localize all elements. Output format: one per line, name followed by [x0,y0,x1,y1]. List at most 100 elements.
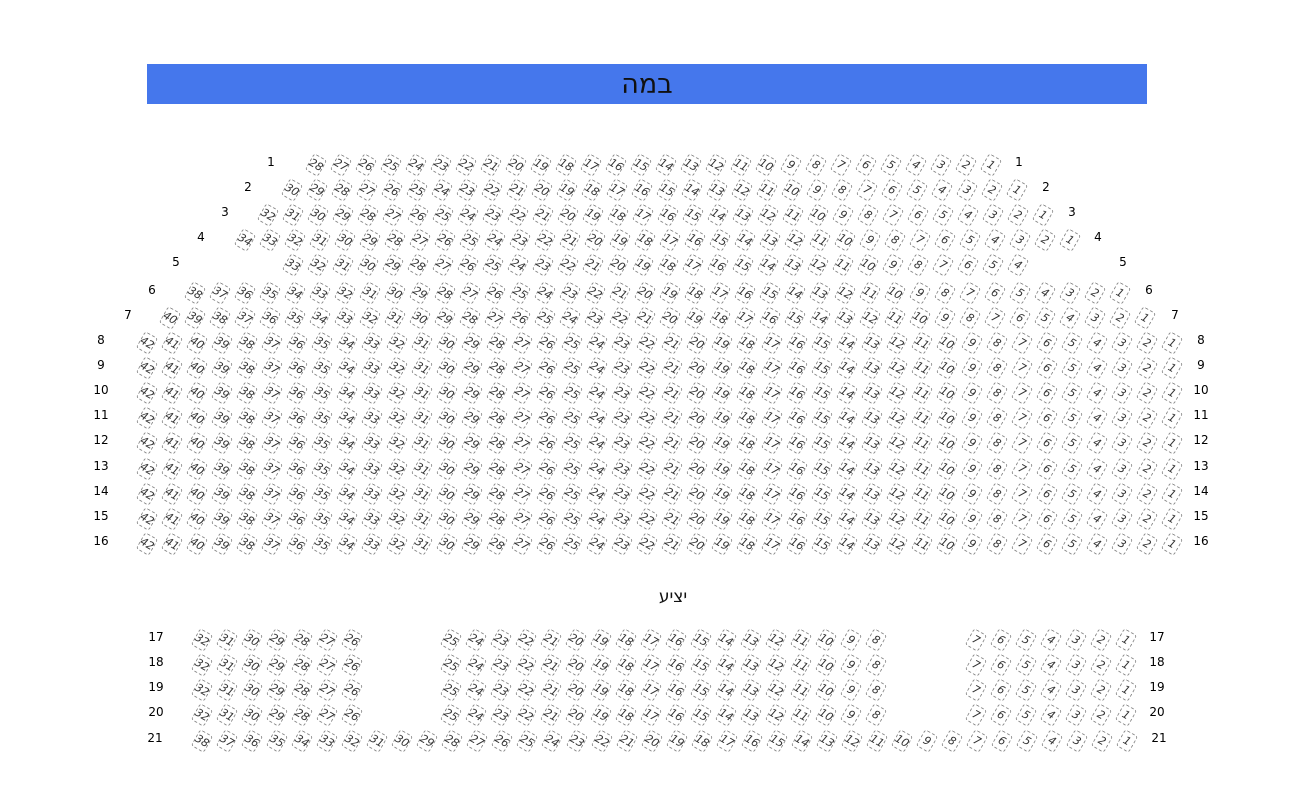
seat[interactable]: 37 [260,381,284,406]
seat[interactable]: 36 [285,531,309,556]
seat[interactable]: 10 [814,703,838,727]
seat[interactable]: 38 [235,531,259,556]
seat[interactable]: 22 [514,628,538,652]
seat[interactable]: 8 [940,729,964,753]
seat[interactable]: 9 [960,381,984,406]
seat[interactable]: 11 [883,306,907,330]
seat[interactable]: 22 [583,281,607,305]
seat[interactable]: 29 [460,481,484,506]
seat[interactable]: 5 [958,228,982,252]
seat[interactable]: 18 [708,306,732,330]
seat[interactable]: 4 [1039,678,1063,702]
seat[interactable]: 25 [431,203,455,227]
seat[interactable]: 5 [1014,628,1038,652]
seat[interactable]: 37 [208,281,232,305]
seat[interactable]: 31 [410,356,434,381]
seat[interactable]: 24 [404,153,428,177]
seat[interactable]: 4 [1085,356,1109,381]
seat[interactable]: 23 [610,331,634,355]
seat[interactable]: 26 [535,506,559,531]
seat[interactable]: 25 [439,678,463,702]
seat[interactable]: 42 [135,506,159,531]
seat[interactable]: 3 [1110,506,1134,531]
seat[interactable]: 31 [215,703,239,727]
seat[interactable]: 11 [910,531,934,556]
seat[interactable]: 6 [983,281,1007,305]
seat[interactable]: 26 [535,456,559,481]
seat[interactable]: 15 [655,178,679,202]
seat[interactable]: 10 [814,678,838,702]
seat[interactable]: 34 [335,356,359,381]
seat[interactable]: 29 [381,253,405,277]
seat[interactable]: 22 [635,481,659,506]
seat[interactable]: 17 [760,406,784,431]
seat[interactable]: 13 [833,306,857,330]
seat[interactable]: 4 [1085,456,1109,481]
seat[interactable]: 27 [510,406,534,431]
seat[interactable]: 9 [960,356,984,381]
seat[interactable]: 25 [560,506,584,531]
seat[interactable]: 4 [956,203,980,227]
seat[interactable]: 27 [510,456,534,481]
seat[interactable]: 12 [885,481,909,506]
seat[interactable]: 25 [379,153,403,177]
seat[interactable]: 38 [235,331,259,355]
seat[interactable]: 34 [335,456,359,481]
seat[interactable]: 30 [240,653,264,677]
seat[interactable]: 28 [290,703,314,727]
seat[interactable]: 14 [835,406,859,431]
seat[interactable]: 23 [489,703,513,727]
seat[interactable]: 22 [506,203,530,227]
seat[interactable]: 7 [964,628,988,652]
seat[interactable]: 1 [1160,481,1184,506]
seat[interactable]: 25 [439,628,463,652]
seat[interactable]: 24 [585,431,609,456]
seat[interactable]: 2 [1089,628,1113,652]
seat[interactable]: 26 [535,356,559,381]
seat[interactable]: 23 [531,253,555,277]
seat[interactable]: 3 [1064,678,1088,702]
seat[interactable]: 21 [660,456,684,481]
seat[interactable]: 36 [285,456,309,481]
seat[interactable]: 11 [910,331,934,355]
seat[interactable]: 28 [304,153,328,177]
seat[interactable]: 41 [160,406,184,431]
seat[interactable]: 17 [639,653,663,677]
seat[interactable]: 27 [510,531,534,556]
seat[interactable]: 13 [758,228,782,252]
seat[interactable]: 1 [1160,381,1184,406]
seat[interactable]: 28 [356,203,380,227]
seat[interactable]: 10 [814,628,838,652]
seat[interactable]: 3 [1058,281,1082,305]
seat[interactable]: 12 [885,456,909,481]
seat[interactable]: 15 [810,431,834,456]
seat[interactable]: 5 [1060,481,1084,506]
seat[interactable]: 13 [815,729,839,753]
seat[interactable]: 32 [358,306,382,330]
seat[interactable]: 3 [1110,381,1134,406]
seat[interactable]: 34 [283,281,307,305]
seat[interactable]: 17 [760,481,784,506]
seat[interactable]: 19 [710,381,734,406]
seat[interactable]: 10 [883,281,907,305]
seat[interactable]: 9 [858,228,882,252]
seat[interactable]: 19 [555,178,579,202]
seat[interactable]: 18 [735,506,759,531]
seat[interactable]: 11 [910,456,934,481]
seat[interactable]: 26 [433,228,457,252]
seat[interactable]: 9 [881,253,905,277]
seat[interactable]: 28 [485,506,509,531]
seat[interactable]: 37 [260,531,284,556]
seat[interactable]: 15 [810,506,834,531]
seat[interactable]: 20 [685,331,709,355]
seat[interactable]: 8 [830,178,854,202]
seat[interactable]: 32 [333,281,357,305]
seat[interactable]: 3 [1008,228,1032,252]
seat[interactable]: 9 [831,203,855,227]
seat[interactable]: 13 [860,431,884,456]
seat[interactable]: 40 [185,506,209,531]
seat[interactable]: 41 [160,481,184,506]
seat[interactable]: 15 [731,253,755,277]
seat[interactable]: 40 [185,431,209,456]
seat[interactable]: 34 [290,729,314,753]
